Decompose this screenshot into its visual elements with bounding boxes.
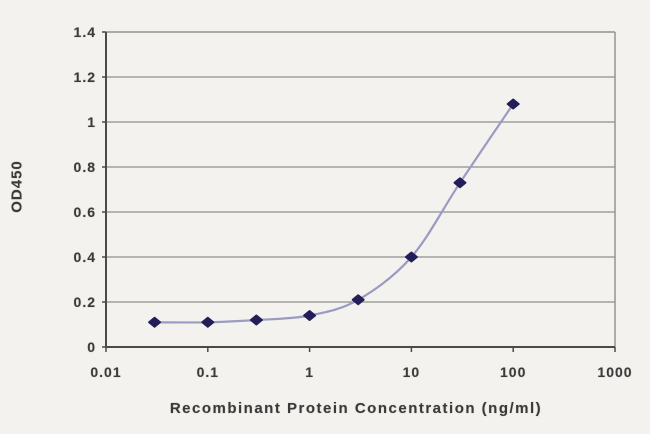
x-tick-label: 1000 (597, 364, 633, 380)
data-point-marker (303, 310, 317, 321)
x-tick-label: 1 (305, 364, 314, 380)
y-tick-label: 0.2 (73, 294, 96, 310)
data-point-marker (148, 316, 162, 328)
data-point-marker (404, 251, 418, 263)
y-tick-label: 0.6 (73, 204, 96, 220)
data-point-marker (201, 316, 215, 328)
data-point-marker (351, 294, 365, 306)
data-line (154, 103, 515, 324)
data-point-marker (506, 98, 520, 110)
data-point-marker (453, 177, 467, 189)
x-tick-label: 10 (402, 364, 421, 380)
data-point-marker (249, 314, 263, 326)
x-axis-title: Recombinant Protein Concentration (ng/ml… (169, 400, 543, 417)
x-tick-label: 0.01 (90, 364, 122, 380)
x-tick-label: 0.1 (196, 364, 220, 380)
y-tick-label: 0 (87, 339, 96, 355)
y-tick-label: 0.4 (73, 249, 96, 265)
y-tick-label: 1.2 (73, 69, 96, 85)
y-tick-label: 1.4 (73, 24, 96, 40)
y-tick-label: 1 (87, 114, 96, 130)
x-tick-label: 100 (500, 364, 527, 380)
y-tick-label: 0.8 (73, 159, 96, 175)
